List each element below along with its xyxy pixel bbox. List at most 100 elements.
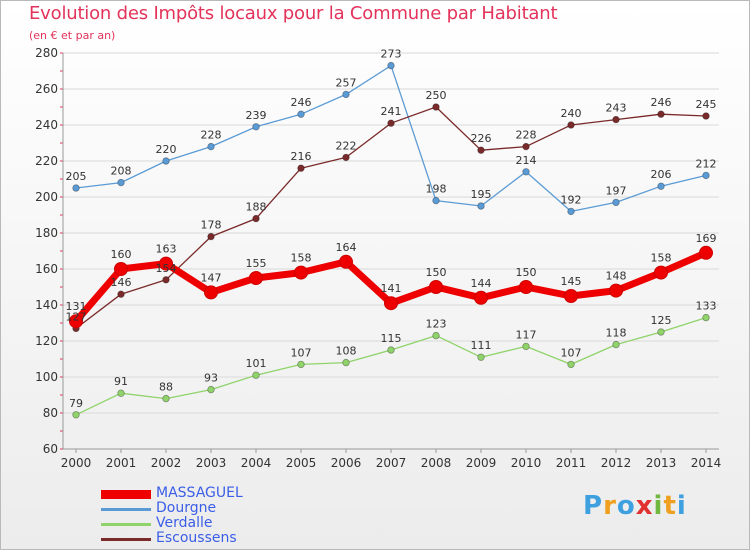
data-label: 118 bbox=[606, 327, 627, 340]
y-tick-label: 220 bbox=[35, 154, 58, 168]
data-label: 241 bbox=[381, 105, 402, 118]
data-label: 107 bbox=[291, 346, 312, 359]
legend-swatch bbox=[101, 538, 151, 541]
x-tick-label: 2010 bbox=[511, 456, 542, 470]
data-label: 205 bbox=[66, 170, 87, 183]
y-tick-label: 120 bbox=[35, 334, 58, 348]
logo-letter: o bbox=[616, 491, 636, 521]
data-label: 222 bbox=[336, 139, 357, 152]
series-verdalle bbox=[72, 313, 710, 419]
data-point bbox=[699, 245, 713, 260]
data-point bbox=[117, 389, 125, 397]
data-label: 257 bbox=[336, 76, 357, 89]
legend-label: Escoussens bbox=[156, 530, 237, 546]
logo-letter: t bbox=[663, 491, 677, 521]
data-point bbox=[522, 168, 530, 176]
data-point bbox=[654, 265, 668, 280]
data-point bbox=[477, 202, 485, 210]
y-tick-label: 240 bbox=[35, 118, 58, 132]
data-label: 226 bbox=[471, 132, 492, 145]
data-label: 154 bbox=[156, 262, 177, 275]
data-point bbox=[432, 196, 440, 205]
x-tick-label: 2013 bbox=[646, 456, 677, 470]
data-label: 164 bbox=[336, 241, 357, 254]
data-label: 91 bbox=[114, 375, 128, 388]
data-label: 273 bbox=[381, 48, 402, 61]
x-tick-label: 2007 bbox=[376, 456, 407, 470]
data-point bbox=[657, 110, 665, 118]
data-label: 206 bbox=[651, 168, 672, 181]
y-tick-label: 140 bbox=[35, 298, 58, 312]
data-label: 197 bbox=[606, 184, 627, 197]
data-point bbox=[339, 254, 353, 269]
chart-subtitle: (en € et par an) bbox=[29, 29, 116, 42]
data-point bbox=[72, 411, 80, 419]
data-label: 169 bbox=[696, 232, 717, 245]
data-point bbox=[252, 371, 260, 379]
data-label: 155 bbox=[246, 257, 267, 270]
data-point bbox=[477, 353, 485, 361]
y-tick-label: 180 bbox=[35, 226, 58, 240]
data-label: 127 bbox=[66, 310, 87, 323]
data-point bbox=[474, 290, 488, 305]
data-point bbox=[249, 271, 263, 285]
axes: 60 80 100 120 140 160 180 200 220 240 260 280 2000 20… bbox=[35, 46, 721, 470]
data-label: 115 bbox=[381, 332, 402, 345]
data-point bbox=[609, 283, 623, 298]
data-point bbox=[429, 280, 443, 294]
data-label: 79 bbox=[69, 397, 83, 410]
legend-swatch bbox=[101, 490, 151, 499]
x-tick-label: 2008 bbox=[421, 456, 452, 470]
data-label: 144 bbox=[471, 277, 492, 290]
data-point bbox=[252, 214, 260, 223]
logo-letter: i bbox=[676, 491, 687, 521]
data-point bbox=[432, 103, 440, 111]
data-point bbox=[207, 142, 215, 151]
data-label: 160 bbox=[111, 248, 132, 261]
legend-swatch bbox=[101, 508, 151, 511]
data-point bbox=[117, 290, 125, 298]
logo-letter: r bbox=[603, 491, 617, 521]
data-label: 158 bbox=[291, 252, 312, 265]
data-label: 146 bbox=[111, 276, 132, 289]
x-tick-label: 2009 bbox=[466, 456, 497, 470]
data-point bbox=[114, 262, 128, 276]
data-point bbox=[297, 164, 305, 172]
data-point bbox=[342, 90, 350, 99]
y-tick-label: 280 bbox=[35, 46, 58, 60]
data-label: 145 bbox=[561, 275, 582, 288]
data-label: 150 bbox=[426, 266, 447, 279]
x-tick-label: 2012 bbox=[601, 456, 632, 470]
data-point bbox=[162, 394, 170, 403]
data-label: 214 bbox=[516, 154, 537, 167]
data-point bbox=[477, 146, 485, 154]
data-label: 245 bbox=[696, 98, 717, 111]
data-label: 163 bbox=[156, 243, 177, 256]
data-point bbox=[564, 289, 578, 303]
x-tick-label: 2014 bbox=[691, 456, 722, 470]
data-point bbox=[612, 115, 620, 124]
series-massaguel bbox=[69, 245, 713, 329]
data-label: 125 bbox=[651, 314, 672, 327]
data-point bbox=[567, 360, 575, 369]
data-point bbox=[162, 157, 170, 165]
y-tick-label: 60 bbox=[43, 442, 58, 456]
x-tick-label: 2000 bbox=[61, 456, 92, 470]
data-point bbox=[297, 110, 305, 118]
data-point bbox=[69, 314, 83, 329]
data-label: 228 bbox=[201, 129, 222, 142]
legend-label: Verdalle bbox=[156, 515, 213, 531]
logo-letter: i bbox=[653, 491, 664, 521]
data-label: 240 bbox=[561, 107, 582, 120]
data-point bbox=[702, 313, 710, 322]
data-point bbox=[162, 276, 170, 284]
x-tick-label: 2004 bbox=[241, 456, 272, 470]
data-label: 158 bbox=[651, 252, 672, 265]
data-point bbox=[207, 232, 215, 241]
data-point bbox=[204, 285, 218, 300]
data-point bbox=[384, 296, 398, 311]
data-label: 101 bbox=[246, 357, 267, 370]
data-label: 108 bbox=[336, 345, 357, 358]
data-label: 147 bbox=[201, 271, 222, 284]
